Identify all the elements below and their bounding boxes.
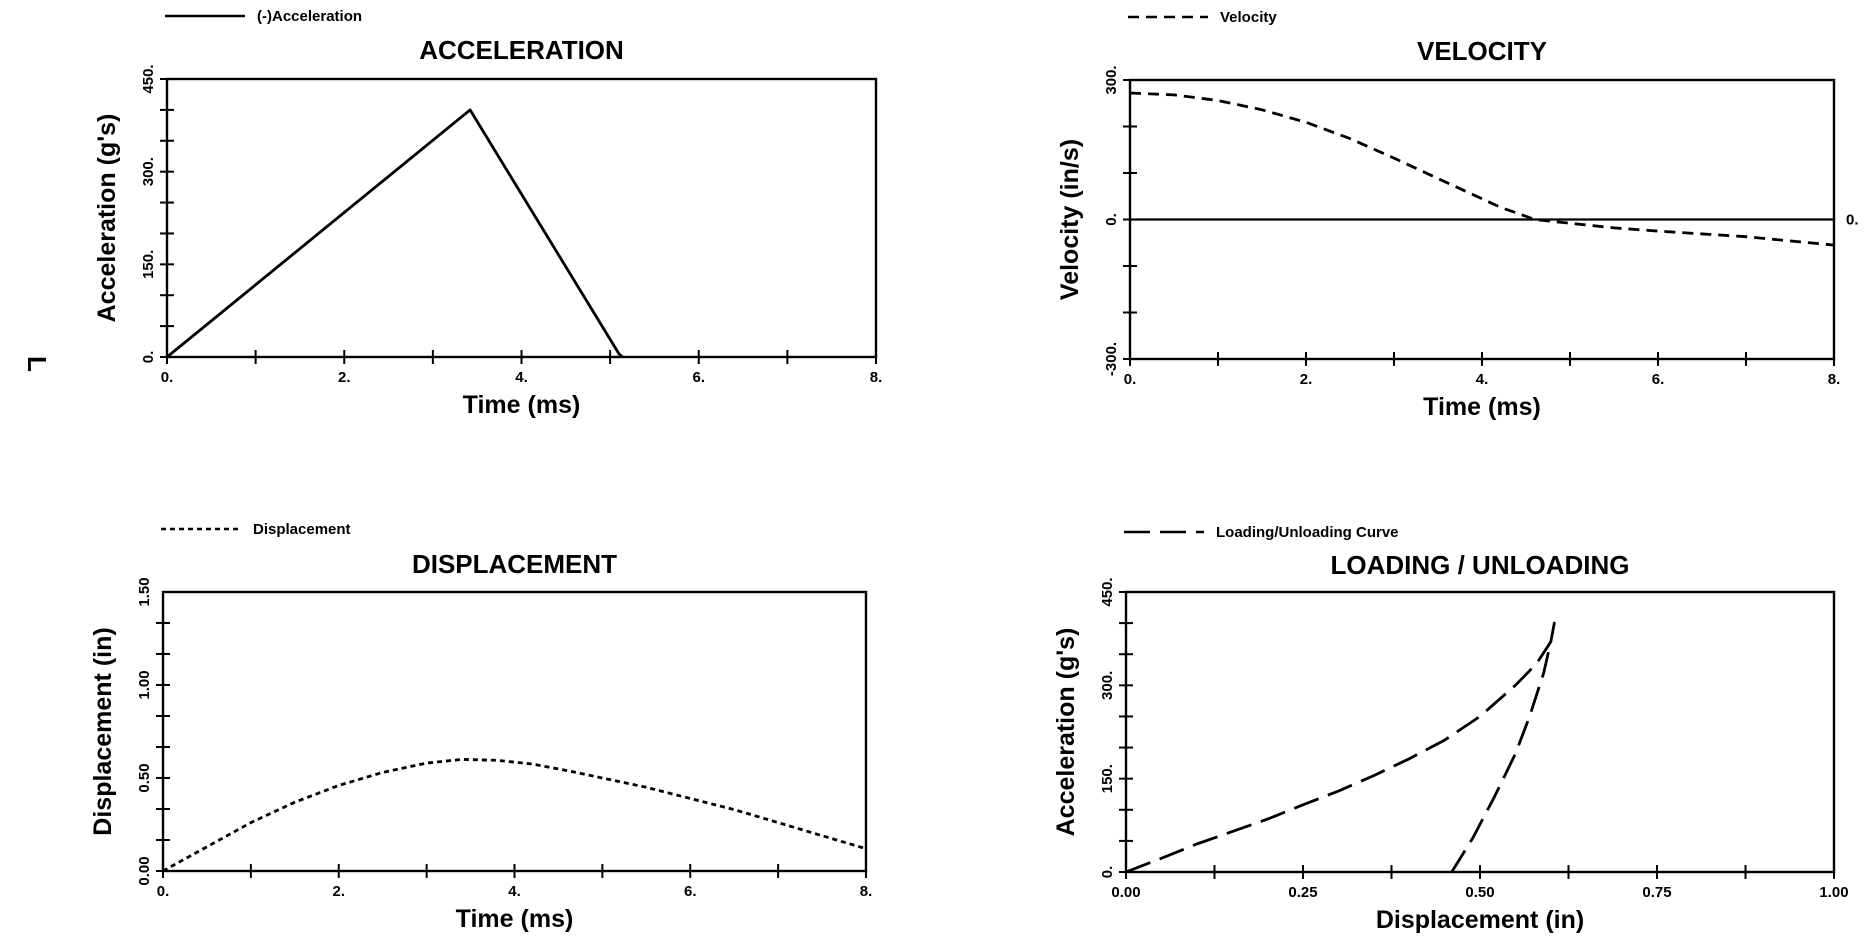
y-tick-label: 0. [1103,213,1120,226]
x-tick-label: 4. [1476,371,1489,388]
y-tick-label: -300. [1103,342,1120,376]
x-tick-label: 0.50 [1465,884,1494,901]
plot-frame [165,77,878,359]
legend-label: Displacement [253,521,351,538]
y-axis-label: Acceleration (g's) [93,114,121,323]
legend-label: Loading/Unloading Curve [1216,524,1399,541]
chart-loading: LOADING / UNLOADING Loading/Unloading Cur… [1052,524,1849,934]
y-tick-label: 300. [140,157,157,186]
series-line [1129,91,1835,247]
y-tick-label: 450. [140,64,157,93]
x-tick-label: 6. [692,369,705,386]
chart-displacement: DISPLACEMENT Displacement 0. 2. 4. 6. 8. 0.00 0.… [89,521,872,933]
x-tick-label: 4. [515,369,528,386]
series-line [166,108,624,359]
y-tick-label: 0. [1099,866,1116,879]
y-tick-label: 0.00 [136,856,153,885]
plot-frame [1124,590,1836,874]
y-axis-label: Displacement (in) [89,627,117,835]
y-tick-label: 150. [140,250,157,279]
right-axis-label: 0. [1846,212,1859,229]
y-tick-label: 300. [1099,671,1116,700]
legend-label: (-)Acceleration [257,8,362,25]
x-tick-label: 0. [157,883,170,900]
y-axis-label: Acceleration (g's) [1052,628,1080,837]
x-tick-label: 6. [1652,371,1665,388]
chart-acceleration: ACCELERATION (-)Acceleration 0. 2. 4. 6. 8. 0. 1… [93,8,882,419]
x-axis-label: Time (ms) [456,905,574,933]
x-tick-label: 8. [860,883,873,900]
x-tick-label: 8. [1828,371,1841,388]
plot-frame [161,590,868,873]
chart-title: DISPLACEMENT [412,549,617,579]
x-tick-label: 6. [684,883,697,900]
y-tick-label: 300. [1103,65,1120,94]
y-tick-label: 1.50 [136,577,153,606]
x-tick-label: 0.25 [1288,884,1317,901]
x-tick-label: 0.75 [1642,884,1671,901]
legend-label: Velocity [1220,9,1277,26]
x-tick-label: 0.00 [1111,884,1140,901]
chart-title: VELOCITY [1417,36,1547,66]
series-line [1125,621,1556,874]
y-tick-label: 450. [1099,577,1116,606]
y-tick-label: 1.00 [136,670,153,699]
y-tick-label: 150. [1099,764,1116,793]
x-tick-label: 8. [870,369,883,386]
x-axis-label: Time (ms) [463,391,581,419]
series-line [162,758,867,873]
x-axis-label: Time (ms) [1423,393,1541,421]
x-tick-label: 0. [1124,371,1137,388]
x-axis-label: Displacement (in) [1376,906,1584,934]
y-axis-label: Velocity (in/s) [1056,139,1084,300]
side-mark: L [22,356,52,372]
y-tick-label: 0. [140,351,157,364]
x-tick-label: 2. [1300,371,1313,388]
x-tick-label: 0. [161,369,174,386]
x-tick-label: 2. [338,369,351,386]
chart-title: ACCELERATION [419,35,624,65]
x-tick-label: 1.00 [1819,884,1848,901]
x-tick-label: 2. [332,883,345,900]
y-tick-label: 0.50 [136,763,153,792]
x-tick-label: 4. [508,883,521,900]
chart-title: LOADING / UNLOADING [1331,550,1630,580]
